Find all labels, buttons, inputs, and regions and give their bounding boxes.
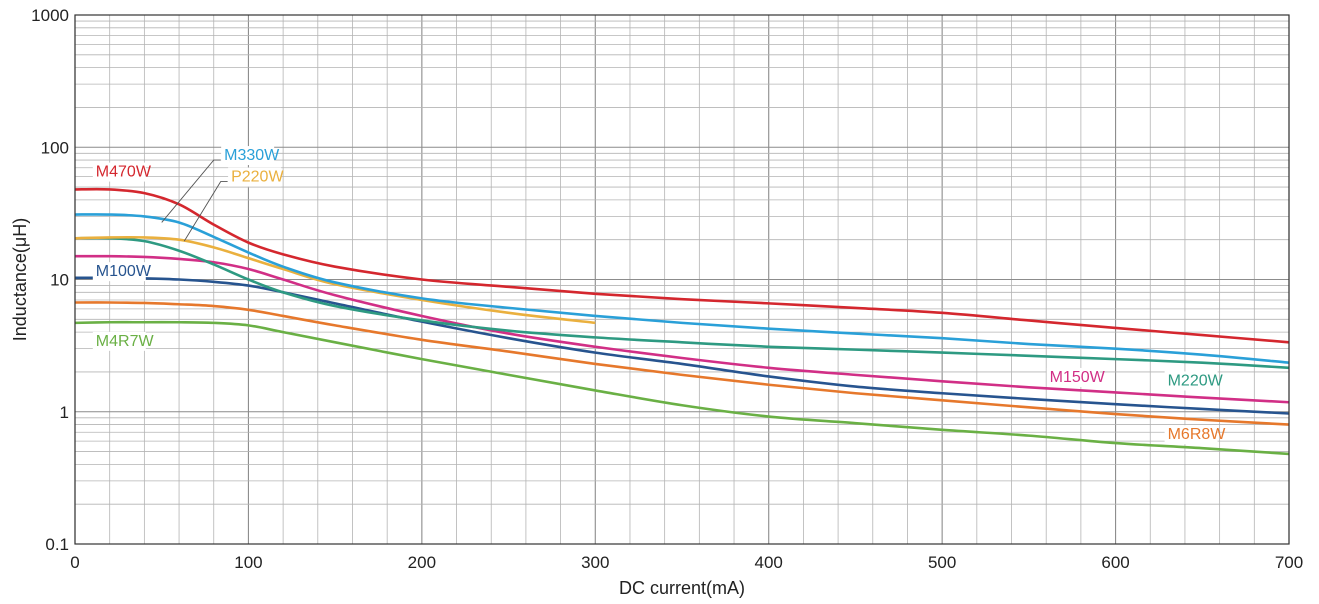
y-tick-label: 0.1 <box>45 535 69 554</box>
series-label-bg <box>228 167 282 187</box>
series-label-bg <box>92 262 146 282</box>
x-axis-title: DC current(mA) <box>619 578 745 598</box>
series-line-m4r7w <box>74 320 1290 456</box>
series-label-bg <box>1046 367 1100 387</box>
x-tick-label: 0 <box>70 553 79 572</box>
x-tick-label: 700 <box>1275 553 1303 572</box>
plot-frame <box>74 14 1290 545</box>
x-tick-label: 400 <box>755 553 783 572</box>
x-tick-label: 500 <box>928 553 956 572</box>
grid <box>74 15 1290 545</box>
plot-border <box>74 14 1290 545</box>
y-tick-label: 100 <box>41 138 69 157</box>
series-label-m6r8w: M6R8W <box>1168 426 1227 443</box>
series-line-m330w <box>74 213 1290 364</box>
series-label-m470w: M470W <box>96 164 152 181</box>
series-label-bg <box>1164 425 1218 445</box>
series-line-m220w <box>74 236 1290 370</box>
series-line-m470w <box>74 187 1290 344</box>
series-label-p220w: P220W <box>231 169 284 186</box>
tick-labels: 0 100 200 300 400 500 600 700 0.1 1 10 100 1000 <box>31 6 1303 572</box>
y-axis-title: Inductance(μH) <box>10 218 30 341</box>
y-tick-label: 1000 <box>31 6 69 25</box>
x-tick-label: 200 <box>408 553 436 572</box>
callout-line-m330w <box>161 159 221 223</box>
series-label-bg <box>221 146 275 166</box>
series-label-m100w: M100W <box>96 263 152 280</box>
series-label-m4r7w: M4R7W <box>96 333 155 350</box>
series-labels: M4R7W M6R8W M100W M150W M220W P220W M330W M470W <box>92 146 1227 445</box>
series-line-m6r8w <box>74 301 1290 426</box>
series-lines <box>74 187 1290 456</box>
series-label-m150w: M150W <box>1050 369 1106 386</box>
y-tick-label: 10 <box>50 271 69 290</box>
x-tick-label: 100 <box>234 553 262 572</box>
series-line-m150w <box>74 254 1290 404</box>
callout-line-p220w <box>183 181 228 242</box>
x-tick-label: 300 <box>581 553 609 572</box>
series-line-m100w <box>74 276 1290 415</box>
series-label-bg <box>1164 371 1218 391</box>
series-label-m220w: M220W <box>1168 372 1224 389</box>
series-label-bg <box>92 162 146 182</box>
series-label-bg <box>92 331 146 351</box>
series-label-m330w: M330W <box>224 147 280 164</box>
series-line-p220w <box>74 235 596 325</box>
x-tick-label: 600 <box>1101 553 1129 572</box>
y-tick-label: 1 <box>60 403 69 422</box>
callout-lines <box>161 159 228 242</box>
